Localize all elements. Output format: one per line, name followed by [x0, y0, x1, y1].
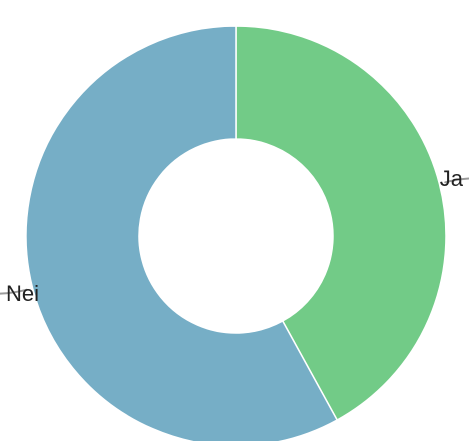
- leader-line-nei: [0, 288, 28, 295]
- leader-line-ja: [444, 177, 469, 184]
- slice-ja[interactable]: [235, 25, 447, 422]
- slice-label-nei: Nei: [6, 281, 39, 306]
- slice-label-ja: Ja: [440, 166, 464, 191]
- slice-nei[interactable]: [25, 25, 339, 441]
